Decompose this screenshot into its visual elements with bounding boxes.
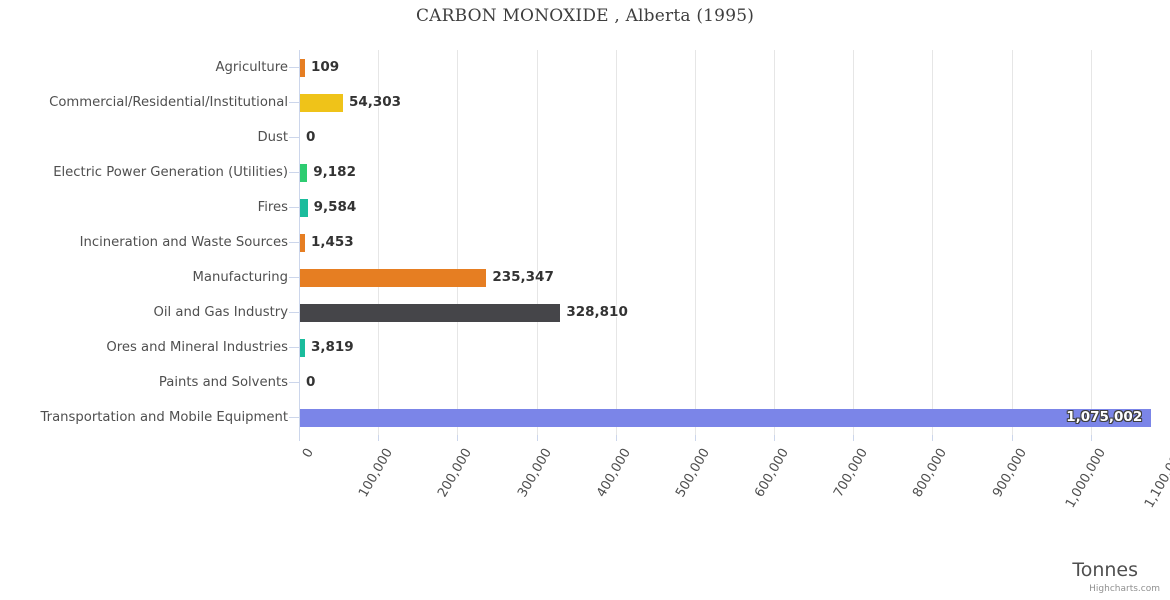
bar[interactable] (300, 234, 305, 252)
gridline-700000 (853, 50, 854, 435)
bar-row[interactable]: Oil and Gas Industry 328,810 (0, 295, 1170, 330)
bar[interactable] (300, 94, 343, 112)
x-axis-tick-label: 400,000 (593, 446, 634, 501)
x-axis-tick (932, 435, 934, 441)
x-axis-tick (615, 435, 617, 441)
x-axis-tick-label: 600,000 (752, 446, 793, 501)
bar-value-label: 0 (306, 374, 316, 390)
bar[interactable] (300, 304, 561, 322)
y-axis-tick (289, 67, 299, 68)
category-label: Fires (257, 200, 288, 215)
bar[interactable] (300, 59, 305, 77)
bar-value-label: 1,075,002 (1066, 409, 1143, 425)
x-axis-tick (1011, 435, 1013, 441)
category-label: Commercial/Residential/Institutional (49, 95, 288, 110)
category-label: Transportation and Mobile Equipment (40, 410, 288, 425)
bar-row[interactable]: Fires 9,584 (0, 190, 1170, 225)
y-axis-tick (289, 347, 299, 348)
highcharts-credits[interactable]: Highcharts.com (1089, 584, 1160, 594)
bar[interactable] (300, 269, 487, 287)
bar-row[interactable]: Agriculture 109 (0, 50, 1170, 85)
x-axis-tick (853, 435, 855, 441)
bar-row[interactable]: Paints and Solvents 0 (0, 365, 1170, 400)
bar-row[interactable]: Incineration and Waste Sources 1,453 (0, 225, 1170, 260)
bar-value-label: 54,303 (348, 94, 402, 110)
category-label: Paints and Solvents (158, 375, 288, 390)
x-axis-tick-label: 100,000 (356, 446, 397, 501)
bar-value-label: 328,810 (566, 304, 628, 320)
gridline-400000 (616, 50, 617, 435)
bar-value-label: 9,182 (313, 164, 356, 180)
bar-row[interactable]: Commercial/Residential/Institutional 54,3… (0, 85, 1170, 120)
x-axis-tick (378, 435, 380, 441)
x-axis-tick (536, 435, 538, 441)
x-axis-tick-label: 900,000 (989, 446, 1030, 501)
x-axis-tick-label: 1,100,000 (1141, 446, 1170, 511)
y-axis-tick (289, 137, 299, 138)
bar-value-label: 0 (306, 129, 316, 145)
category-label: Manufacturing (192, 270, 289, 285)
y-axis-tick (289, 207, 299, 208)
chart-title: CARBON MONOXIDE , Alberta (1995) (415, 6, 755, 26)
y-axis-tick (289, 102, 299, 103)
gridline-800000 (932, 50, 933, 435)
x-axis-tick (694, 435, 696, 441)
x-axis-tick-label: 800,000 (910, 446, 951, 501)
gridline-100000 (378, 50, 379, 435)
x-axis-tick-label: 300,000 (514, 446, 555, 501)
x-axis-tick-label: 200,000 (435, 446, 476, 501)
y-axis-tick (289, 172, 299, 173)
y-axis-line (299, 50, 300, 435)
category-label: Incineration and Waste Sources (79, 235, 288, 250)
y-axis-tick (289, 417, 299, 418)
bar[interactable] (300, 339, 305, 357)
gridline-900000 (1012, 50, 1013, 435)
bar-value-label: 235,347 (492, 269, 554, 285)
gridline-500000 (695, 50, 696, 435)
x-axis-tick-label: 500,000 (673, 446, 713, 501)
x-axis-tick (1090, 435, 1092, 441)
bar-value-label: 3,819 (311, 339, 354, 355)
bar-row[interactable]: Transportation and Mobile Equipment 1,075… (0, 400, 1170, 435)
bar-row[interactable]: Dust 0 (0, 120, 1170, 155)
bar-value-label: 109 (311, 59, 340, 75)
bar[interactable] (300, 199, 308, 217)
bar[interactable] (300, 409, 1152, 427)
bar-row[interactable]: Electric Power Generation (Utilities) 9,1… (0, 155, 1170, 190)
bar-value-label: 1,453 (311, 234, 354, 250)
category-label: Dust (257, 130, 288, 145)
gridline-300000 (537, 50, 538, 435)
y-axis-tick (289, 382, 299, 383)
x-axis-tick-label: 1,000,000 (1062, 446, 1109, 511)
category-label: Ores and Mineral Industries (106, 340, 288, 355)
y-axis-tick (289, 277, 299, 278)
x-axis-tick-label: 700,000 (831, 446, 872, 501)
bar[interactable] (300, 164, 308, 182)
gridline-600000 (774, 50, 775, 435)
y-axis-tick (289, 242, 299, 243)
bar-row[interactable]: Manufacturing 235,347 (0, 260, 1170, 295)
category-label: Agriculture (215, 60, 288, 75)
gridline-1000000 (1091, 50, 1092, 435)
y-axis-tick (289, 312, 299, 313)
x-axis-tick (457, 435, 459, 441)
x-axis-tick (774, 435, 776, 441)
x-axis-tick (299, 435, 300, 441)
x-axis-title: Tonnes (1072, 559, 1138, 581)
category-label: Oil and Gas Industry (153, 305, 288, 320)
bar-value-label: 9,584 (313, 199, 357, 215)
x-axis-tick-label: 0 (299, 446, 317, 461)
bar-row[interactable]: Ores and Mineral Industries 3,819 (0, 330, 1170, 365)
category-label: Electric Power Generation (Utilities) (53, 165, 288, 180)
gridline-200000 (457, 50, 458, 435)
